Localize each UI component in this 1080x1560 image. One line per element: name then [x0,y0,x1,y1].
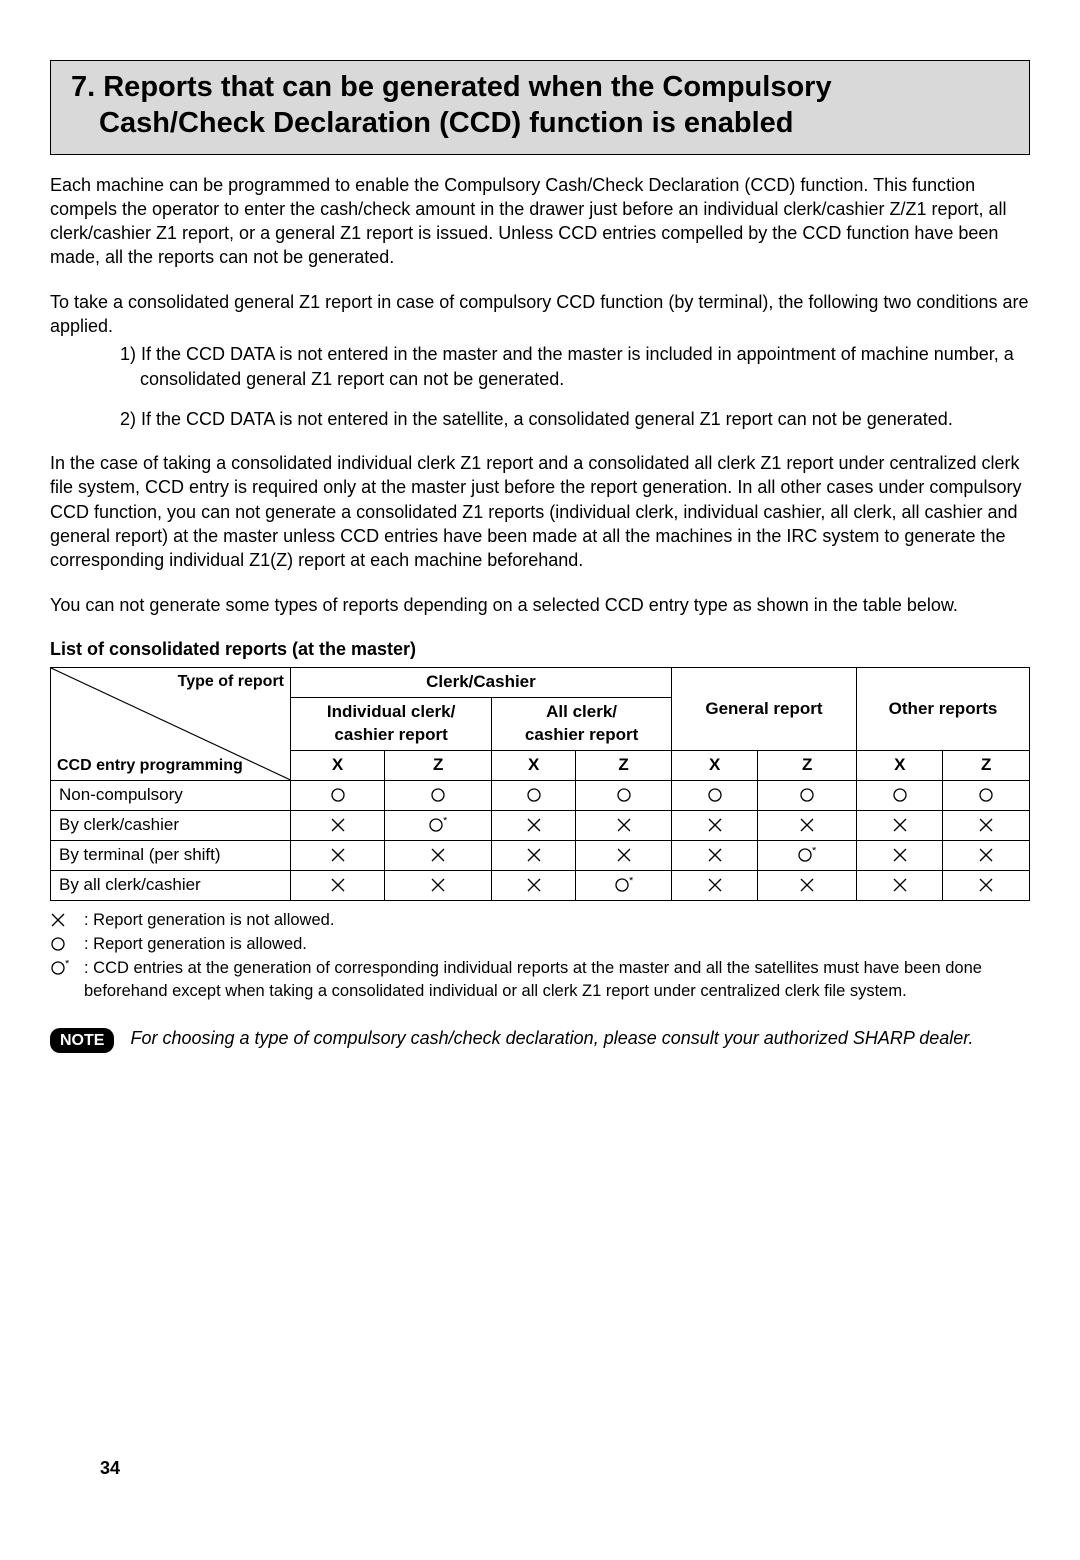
data-cell [671,810,758,840]
reports-table: Type of report CCD entry programming Cle… [50,667,1030,901]
table-header-row-1: Type of report CCD entry programming Cle… [51,668,1030,698]
svg-text:*: * [443,817,448,827]
note-block: NOTE For choosing a type of compulsory c… [50,1026,1030,1054]
xz-header: X [291,751,385,781]
data-cell [385,840,492,870]
condition-1: 1) If the CCD DATA is not entered in the… [120,342,1030,391]
data-cell [576,781,672,811]
xz-header: X [671,751,758,781]
note-badge: NOTE [50,1028,114,1054]
title-line-2: Cash/Check Declaration (CCD) function is… [71,107,794,139]
table-caption: List of consolidated reports (at the mas… [50,637,1030,661]
data-cell [492,840,576,870]
data-cell [671,870,758,900]
group-header-cell: Other reports [857,668,1030,751]
sub-header-cell: Individual clerk/ cashier report [291,698,492,751]
data-cell [492,781,576,811]
svg-text:*: * [65,960,70,970]
note-text: For choosing a type of compulsory cash/c… [130,1026,973,1050]
data-cell [385,870,492,900]
data-cell [857,840,943,870]
paragraph-1: Each machine can be programmed to enable… [50,173,1030,270]
xz-header: Z [576,751,672,781]
xz-header: Z [385,751,492,781]
xz-header: X [857,751,943,781]
data-cell [857,870,943,900]
table-row: Non-compulsory [51,781,1030,811]
data-cell [385,781,492,811]
data-cell [291,810,385,840]
svg-text:*: * [812,847,817,857]
data-cell [576,810,672,840]
section-title: 7. Reports that can be generated when th… [71,69,1009,142]
group-header-cell: Clerk/Cashier [291,668,672,698]
data-cell [943,810,1030,840]
row-label-cell: Non-compulsory [51,781,291,811]
table-row: By all clerk/cashier * [51,870,1030,900]
paragraph-4: You can not generate some types of repor… [50,593,1030,617]
data-cell [758,870,857,900]
data-cell [671,781,758,811]
condition-list: 1) If the CCD DATA is not entered in the… [50,342,1030,431]
data-cell [291,781,385,811]
legend-o-text: : Report generation is allowed. [84,933,1030,955]
row-label-cell: By clerk/cashier [51,810,291,840]
condition-2: 2) If the CCD DATA is not entered in the… [120,407,1030,431]
diag-bot-label: CCD entry programming [57,755,243,777]
legend-row: * : CCD entries at the generation of cor… [50,957,1030,1002]
row-label-cell: By all clerk/cashier [51,870,291,900]
page-content: { "header": { "title_line1": "7. Reports… [50,60,1030,1520]
data-cell [943,870,1030,900]
data-cell [758,781,857,811]
data-cell [857,781,943,811]
legend-ostar-text: : CCD entries at the generation of corre… [84,957,1030,1002]
legend-ostar-symbol: * [50,957,84,1002]
data-cell [492,870,576,900]
table-row: By terminal (per shift) * [51,840,1030,870]
data-cell [758,810,857,840]
paragraph-3: In the case of taking a consolidated ind… [50,451,1030,572]
title-line-1: 7. Reports that can be generated when th… [71,71,832,103]
data-cell: * [576,870,672,900]
xz-header: X [492,751,576,781]
legend-row: : Report generation is allowed. [50,933,1030,955]
paragraph-2: To take a consolidated general Z1 report… [50,290,1030,339]
legend-row: : Report generation is not allowed. [50,909,1030,931]
group-header-cell: General report [671,668,856,751]
data-cell: * [758,840,857,870]
legend-x-symbol [50,909,84,931]
row-label-cell: By terminal (per shift) [51,840,291,870]
data-cell [943,781,1030,811]
xz-header: Z [758,751,857,781]
legend-o-symbol [50,933,84,955]
diagonal-header-cell: Type of report CCD entry programming [51,668,291,781]
data-cell [576,840,672,870]
diag-top-label: Type of report [178,671,284,693]
svg-text:*: * [629,877,634,887]
data-cell [943,840,1030,870]
data-cell [857,810,943,840]
data-cell [291,870,385,900]
table-legend: : Report generation is not allowed. : Re… [50,909,1030,1002]
section-header: 7. Reports that can be generated when th… [50,60,1030,155]
data-cell [671,840,758,870]
data-cell [492,810,576,840]
sub-header-cell: All clerk/ cashier report [492,698,672,751]
table-row: By clerk/cashier * [51,810,1030,840]
data-cell: * [385,810,492,840]
legend-x-text: : Report generation is not allowed. [84,909,1030,931]
page-number: 34 [100,1456,120,1480]
data-cell [291,840,385,870]
xz-header: Z [943,751,1030,781]
